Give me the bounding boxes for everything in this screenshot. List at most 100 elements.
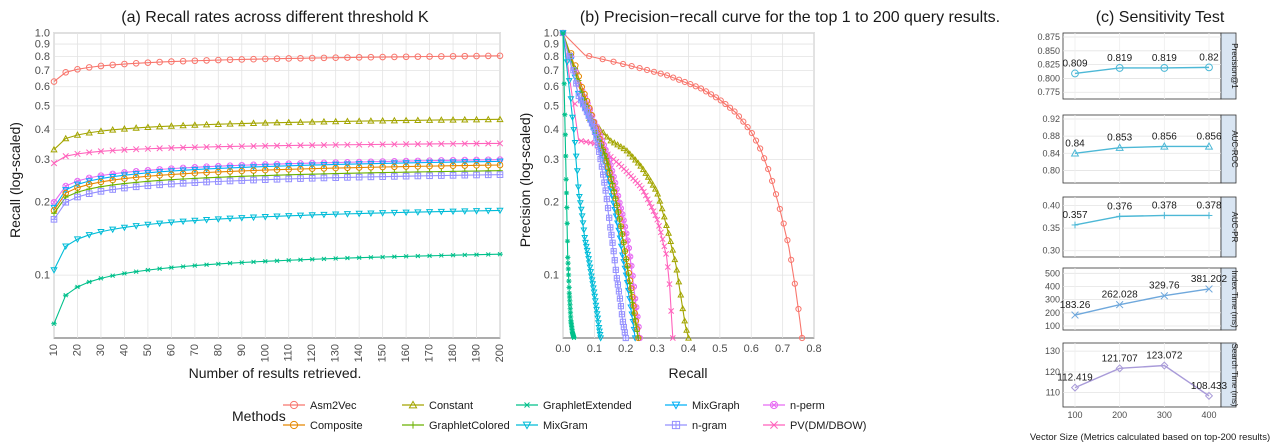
series-point	[566, 52, 573, 60]
marker-shape	[308, 54, 316, 62]
series-point	[85, 232, 93, 239]
series-point	[582, 96, 588, 102]
marker-shape	[669, 246, 677, 253]
marker-shape	[621, 218, 626, 223]
marker-shape	[97, 229, 105, 236]
series-line	[53, 55, 501, 83]
series-point	[615, 227, 623, 235]
marker-shape	[654, 190, 662, 197]
series-point	[355, 210, 363, 218]
marker-shape	[1071, 69, 1079, 78]
marker-shape	[647, 177, 655, 184]
marker-shape	[332, 161, 340, 169]
series-point	[226, 56, 234, 64]
series-point	[426, 53, 433, 60]
marker-shape	[649, 181, 657, 188]
marker-shape	[677, 291, 685, 298]
panel-c-sensitivity-chart: (c) Sensitivity Test Vector Size (Metric…	[1030, 9, 1270, 443]
series-point	[605, 161, 611, 167]
marker-shape	[601, 160, 609, 167]
marker-shape	[414, 163, 422, 170]
series-point	[588, 120, 596, 127]
series-point	[250, 142, 257, 150]
marker-shape	[97, 127, 105, 134]
marker-shape	[449, 159, 457, 166]
marker-shape	[567, 302, 573, 307]
series-point	[731, 108, 738, 115]
marker-shape	[144, 145, 152, 152]
series-point	[663, 250, 670, 257]
marker-shape	[578, 137, 585, 144]
marker-shape	[308, 162, 316, 169]
marker-shape	[167, 168, 176, 175]
series-point	[425, 159, 434, 167]
facet-y-tick-label: 130	[1045, 346, 1060, 356]
series-point	[167, 168, 176, 175]
series-point	[73, 236, 82, 244]
marker-shape	[155, 169, 164, 176]
series-point	[133, 146, 140, 153]
x-tick-label: 0.6	[744, 343, 759, 355]
y-tick-label: 0.7	[35, 65, 50, 77]
marker-shape	[97, 62, 105, 70]
y-tick-label: 0.5	[35, 100, 50, 112]
series-point	[681, 78, 688, 86]
series-point	[665, 229, 673, 236]
facet-plot-area	[1062, 196, 1222, 258]
series-point	[591, 128, 599, 135]
series-point	[215, 56, 222, 64]
series-point	[378, 210, 387, 217]
y-tick-label: 0.9	[544, 39, 559, 51]
series-point	[97, 175, 105, 183]
series-point	[643, 66, 651, 74]
series-point	[661, 243, 668, 250]
series-point	[629, 319, 637, 326]
series-point	[776, 205, 783, 213]
marker-shape	[438, 162, 445, 170]
marker-shape	[642, 192, 649, 199]
panel-b-title: (b) Precision−recall curve for the top 1…	[580, 9, 1000, 26]
series-point	[587, 273, 595, 280]
marker-shape	[579, 220, 587, 227]
marker-shape	[296, 162, 305, 170]
series-point	[403, 254, 409, 259]
marker-shape	[425, 116, 434, 123]
marker-shape	[626, 150, 634, 157]
facet-point	[1204, 391, 1214, 400]
x-tick-label: 160	[400, 344, 412, 362]
series-point	[717, 97, 724, 104]
facet-line	[1074, 66, 1210, 75]
x-tick-label: 110	[283, 344, 295, 362]
facet-strip-label: AUC-ROC	[1230, 130, 1239, 168]
series-point	[437, 208, 445, 216]
series-point	[484, 171, 492, 179]
series-point	[74, 193, 81, 201]
series-point	[461, 52, 469, 60]
marker-shape	[484, 207, 492, 215]
marker-shape	[378, 160, 387, 168]
marker-shape	[204, 262, 209, 268]
marker-shape	[85, 232, 93, 239]
marker-shape	[439, 253, 444, 258]
series-point	[610, 180, 616, 187]
series-point	[344, 174, 351, 181]
series-point	[484, 52, 492, 60]
marker-shape	[586, 52, 593, 60]
marker-shape	[608, 162, 613, 168]
series-point	[670, 74, 677, 81]
marker-shape	[578, 83, 586, 91]
series-point	[273, 118, 281, 126]
series-point	[133, 269, 139, 274]
series-point	[573, 80, 580, 87]
marker-shape	[461, 52, 469, 60]
series-point	[657, 70, 664, 77]
marker-shape	[62, 182, 70, 190]
series-point	[564, 221, 570, 226]
series-point	[309, 142, 316, 149]
marker-shape	[110, 171, 115, 177]
marker-shape	[120, 172, 129, 179]
series-point	[637, 162, 645, 169]
series-point	[74, 65, 81, 73]
marker-shape	[681, 78, 688, 86]
series-point	[238, 119, 246, 127]
